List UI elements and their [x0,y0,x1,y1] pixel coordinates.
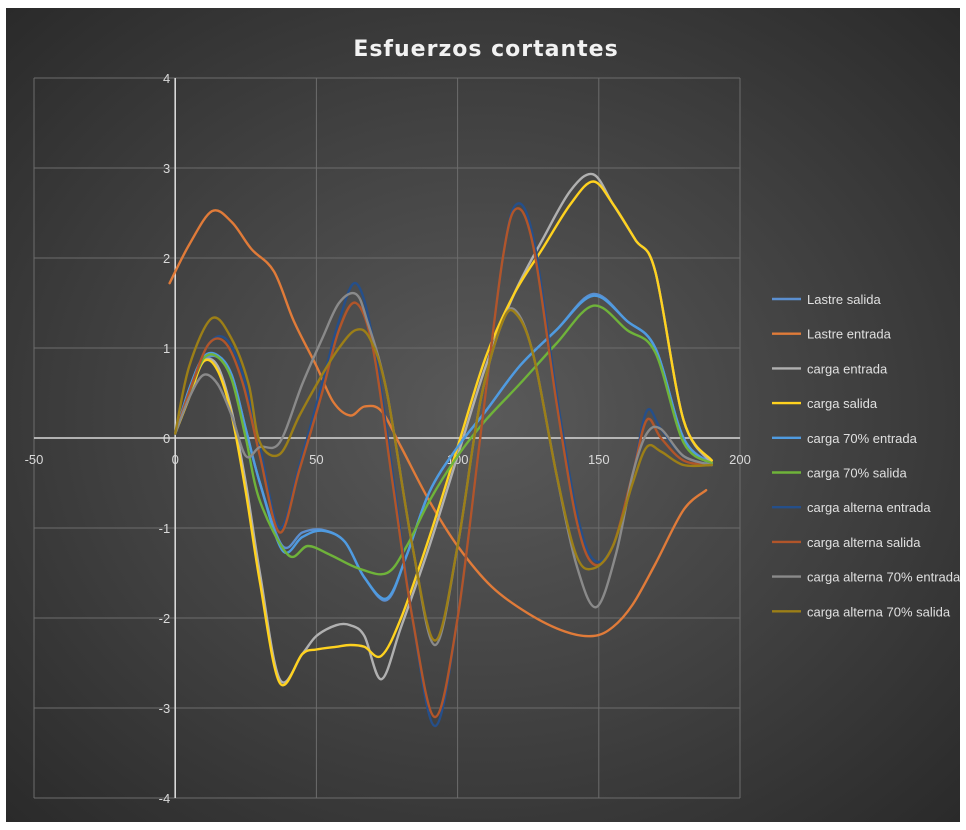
series-line-carga-70pct-entrada [174,294,713,600]
y-tick-label: 3 [163,161,170,176]
x-tick-label: -50 [25,452,44,467]
legend-label-carga-alterna-entrada: carga alterna entrada [807,500,931,515]
line-chart: Esfuerzos cortantes -50 0 50 100 150 20043210… [25,37,960,806]
legend-label-carga-alterna-70pct-entrada: carga alterna 70% entrada [807,570,960,585]
legend-label-carga-entrada: carga entrada [807,361,888,376]
legend-label-carga-salida: carga salida [807,396,878,411]
x-tick-label: 50 [309,452,323,467]
legend-label-lastre-salida: Lastre salida [807,292,881,307]
y-tick-label: -4 [159,791,171,806]
y-tick-label: -1 [159,521,171,536]
x-tick-label: 0 [172,452,179,467]
y-tick-label: 2 [163,251,170,266]
legend-label-carga-alterna-salida: carga alterna salida [807,535,921,550]
y-tick-label: 0 [163,431,170,446]
series-lines [168,172,713,728]
legend-label-carga-70pct-salida: carga 70% salida [807,466,907,481]
y-tick-label: -3 [159,701,171,716]
series-line-carga-salida [174,180,713,687]
y-tick-label: 1 [163,341,170,356]
legend: Lastre salida Lastre entrada carga entrada… [772,292,960,619]
series-line-carga-alterna-70pct-entrada [174,291,713,647]
chart-area: Esfuerzos cortantes -50 0 50 100 150 200 4 3 2 1 0… [6,8,960,822]
x-tick-label: 200 [729,452,751,467]
legend-label-lastre-entrada: Lastre entrada [807,327,892,342]
legend-label-carga-70pct-entrada: carga 70% entrada [807,431,918,446]
y-tick-label: 4 [163,71,170,86]
series-line-carga-alterna-70pct-salida [174,308,713,642]
y-tick-label: -2 [159,611,171,626]
chart-title: Esfuerzos cortantes [353,37,618,62]
series-line-lastre-entrada [168,209,708,638]
series-line-carga-70pct-salida [174,304,713,576]
x-tick-label: 150 [588,452,610,467]
series-line-carga-alterna-salida [174,207,713,719]
legend-label-carga-alterna-70pct-salida: carga alterna 70% salida [807,604,951,619]
